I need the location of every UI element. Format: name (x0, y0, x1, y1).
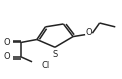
Text: S: S (52, 50, 58, 59)
Text: O: O (85, 28, 92, 37)
Text: Cl: Cl (41, 61, 49, 70)
Text: O: O (3, 52, 10, 61)
Text: O: O (3, 38, 10, 47)
